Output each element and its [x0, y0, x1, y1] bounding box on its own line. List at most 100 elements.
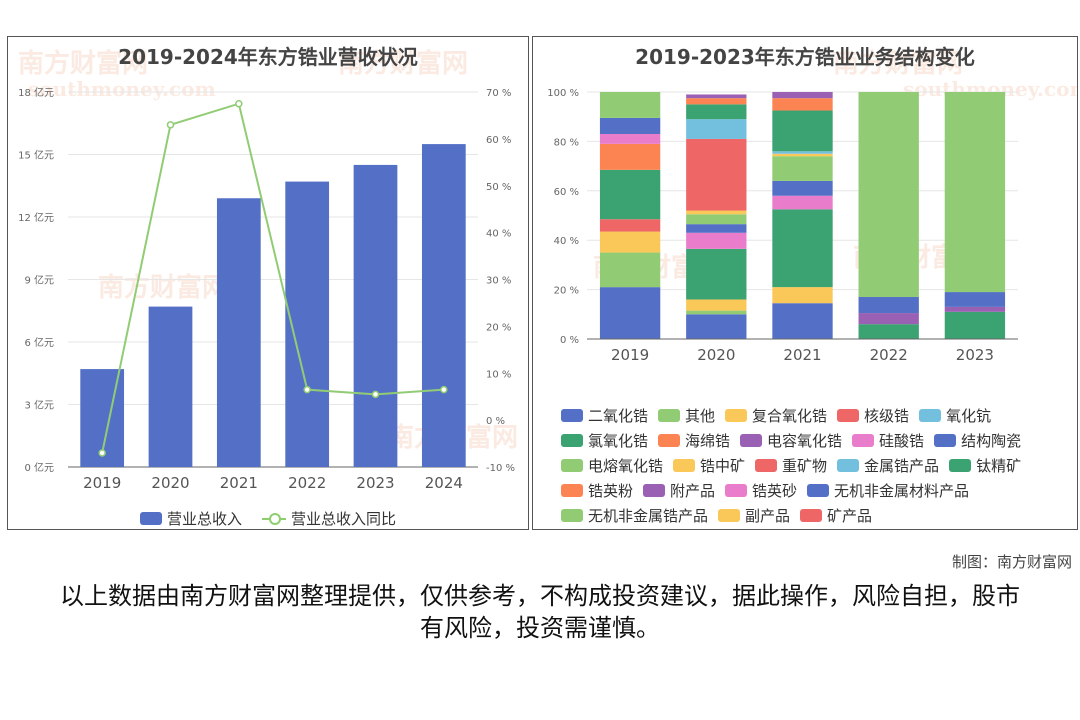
legend-item[interactable]: 无机非金属锆产品: [561, 505, 708, 526]
business-structure-panel: 南方财富网 southmoney.com 南方财富网 南方财富网 2019-20…: [532, 36, 1078, 530]
y-tick-label: 12 亿元: [18, 211, 54, 224]
stacked-segment: [686, 224, 747, 233]
x-tick-label: 2019: [611, 346, 649, 364]
revenue-chart-legend: 营业总收入 营业总收入同比: [8, 508, 528, 529]
stacked-segment: [858, 92, 919, 298]
yoy-line: [101, 102, 444, 454]
legend-label: 重矿物: [782, 457, 828, 475]
legend-swatch: [139, 512, 162, 525]
legend-item[interactable]: 其他: [658, 405, 715, 426]
stacked-segment: [686, 119, 747, 139]
business-structure-legend: 二氧化锆 其他 复合氧化锆 核级锆 氧化钪氯氧化锆 海绵锆 电容氧化锆 硅酸锆 结构陶瓷电熔氧化…: [561, 405, 1071, 526]
legend-item[interactable]: 电熔氧化锆: [561, 455, 663, 476]
legend-item[interactable]: 锆英砂: [725, 480, 797, 501]
y2-tick-label: 50 %: [486, 182, 511, 193]
legend-swatch: [852, 434, 875, 447]
legend-swatch: [919, 409, 942, 422]
legend-label: 电熔氧化锆: [588, 457, 664, 475]
stacked-segment: [772, 151, 833, 154]
y-tick-label: 6 亿元: [24, 336, 54, 349]
x-tick-label: 2024: [425, 474, 463, 492]
legend-swatch: [718, 509, 741, 522]
legend-item[interactable]: 氧化钪: [919, 405, 991, 426]
legend-label: 锆英粉: [588, 482, 634, 500]
legend-item[interactable]: 重矿物: [755, 455, 827, 476]
stacked-segment: [858, 297, 919, 314]
legend-label: 氧化钪: [946, 407, 992, 425]
revenue-bar: [285, 181, 330, 468]
legend-item[interactable]: 硅酸锆: [852, 430, 924, 451]
legend-item[interactable]: 复合氧化锆: [725, 405, 827, 426]
legend-item-revenue[interactable]: 营业总收入: [139, 508, 242, 529]
stacked-segment: [772, 110, 833, 152]
revenue-chart-svg: 0 亿元 3 亿元 6 亿元 9 亿元 12 亿元 15 亿元 18 亿元 -10 % 0 % 1…: [18, 86, 515, 492]
legend-swatch: [561, 434, 583, 447]
legend-item[interactable]: 附产品: [643, 480, 715, 501]
legend-item[interactable]: 海绵锆: [658, 430, 730, 451]
legend-swatch: [949, 459, 972, 472]
y-tick-label: 20 %: [554, 286, 579, 297]
legend-item[interactable]: 二氧化锆: [561, 405, 648, 426]
legend-swatch: [740, 434, 763, 447]
legend-item[interactable]: 金属锆产品: [837, 455, 939, 476]
legend-swatch: [807, 484, 830, 497]
stacked-segment: [772, 92, 833, 99]
legend-item[interactable]: 无机非金属材料产品: [807, 480, 969, 501]
legend-swatch: [561, 409, 583, 422]
revenue-bar: [353, 164, 398, 467]
x-tick-label: 2023: [956, 346, 994, 364]
y-tick-label: 100 %: [547, 88, 579, 99]
legend-item[interactable]: 锆英粉: [561, 480, 633, 501]
stacked-segment: [686, 310, 747, 315]
legend-label: 结构陶瓷: [961, 432, 1022, 450]
legend-swatch: [658, 409, 681, 422]
legend-label: 矿产品: [827, 507, 873, 525]
legend-label: 锆中矿: [700, 457, 746, 475]
stacked-segment: [599, 287, 661, 339]
y2-tick-label: 0 %: [486, 416, 505, 427]
legend-label: 其他: [685, 407, 716, 425]
legend-item[interactable]: 结构陶瓷: [934, 430, 1021, 451]
legend-swatch: [262, 512, 286, 525]
y-tick-label: 60 %: [554, 187, 579, 198]
stacked-segment: [858, 313, 919, 325]
legend-label: 钛精矿: [976, 457, 1022, 475]
x-tick-label: 2022: [870, 346, 908, 364]
legend-item[interactable]: 核级锆: [837, 405, 909, 426]
stacked-segment: [772, 180, 833, 196]
legend-item[interactable]: 副产品: [718, 505, 790, 526]
legend-item[interactable]: 电容氧化锆: [740, 430, 842, 451]
revenue-chart-title: 2019-2024年东方锆业营收状况: [118, 45, 418, 69]
x-tick-label: 2023: [356, 474, 394, 492]
legend-label: 金属锆产品: [864, 457, 940, 475]
legend-swatch: [673, 459, 696, 472]
y2-tick-label: 20 %: [486, 322, 511, 333]
legend-item[interactable]: 锆中矿: [673, 455, 745, 476]
legend-label: 锆英砂: [752, 482, 798, 500]
stacked-segment: [599, 133, 661, 144]
y2-tick-label: -10 %: [486, 463, 515, 474]
y-tick-label: 3 亿元: [24, 399, 54, 412]
y2-tick-label: 70 %: [486, 88, 511, 99]
legend-swatch: [837, 459, 860, 472]
legend-item-revenue-yoy[interactable]: 营业总收入同比: [262, 508, 396, 529]
revenue-bar: [421, 144, 466, 467]
stacked-segment: [772, 303, 833, 339]
legend-item[interactable]: 钛精矿: [949, 455, 1021, 476]
stacked-segment: [686, 210, 747, 215]
legend-label: 氯氧化锆: [588, 432, 649, 450]
legend-label: 无机非金属锆产品: [588, 507, 709, 525]
x-tick-label: 2020: [697, 346, 735, 364]
stacked-segment: [772, 287, 833, 304]
legend-item[interactable]: 矿产品: [800, 505, 872, 526]
yoy-point: [166, 121, 175, 129]
y-tick-label: 80 %: [554, 137, 579, 148]
stacked-segment: [686, 138, 747, 211]
stacked-segment: [772, 98, 833, 111]
legend-item[interactable]: 氯氧化锆: [561, 430, 648, 451]
legend-swatch: [658, 434, 681, 447]
legend-label: 硅酸锆: [879, 432, 925, 450]
x-tick-label: 2021: [783, 346, 821, 364]
stacked-segment: [944, 311, 1006, 339]
y-tick-label: 9 亿元: [24, 274, 54, 287]
